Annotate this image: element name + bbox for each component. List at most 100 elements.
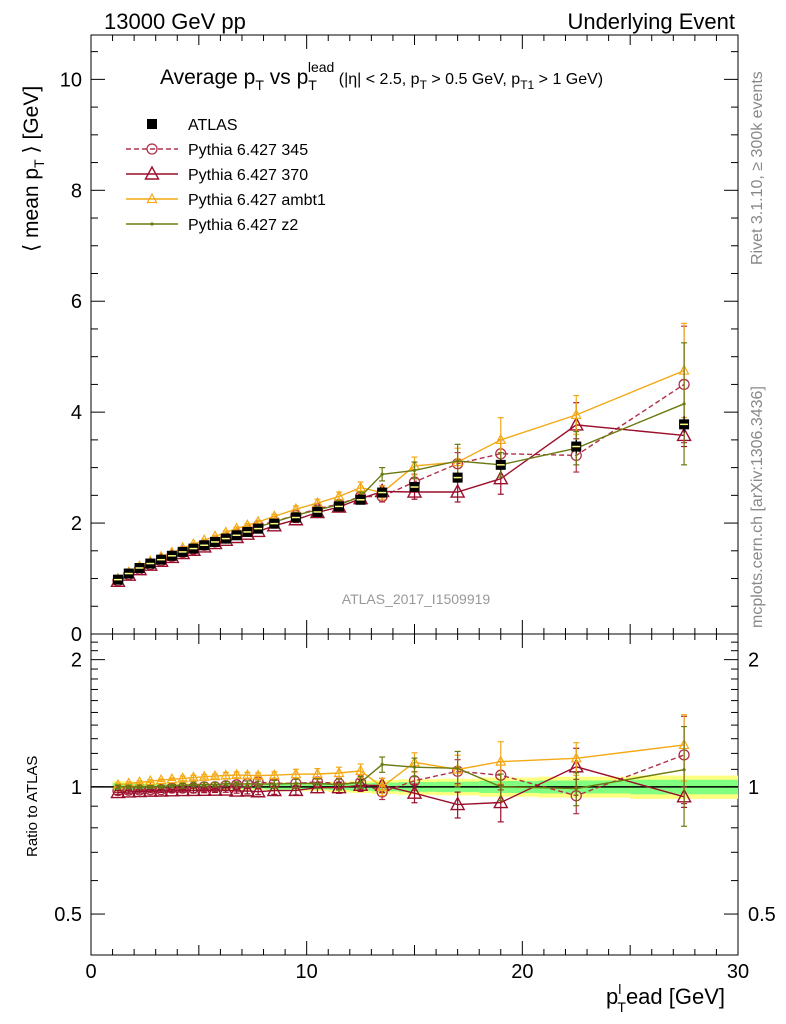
title-cuts-sub2: T1 xyxy=(520,78,534,92)
ratio-point-p370 xyxy=(449,796,466,811)
ratio-series xyxy=(110,714,692,827)
ratio-point-p370 xyxy=(352,776,369,792)
ratio-point-ambt1 xyxy=(166,772,178,784)
ratio-point-p370 xyxy=(174,782,191,797)
ratio-point-ambt1 xyxy=(198,770,210,781)
plot-title: Average pT vs pTlead (|η| < 2.5, pT > 0.… xyxy=(160,59,603,93)
point-z2 xyxy=(412,468,417,472)
ratio-point-z2 xyxy=(127,785,131,789)
y-tick-label: 10 xyxy=(60,69,82,91)
point-ambt1 xyxy=(570,408,582,420)
x-tick-label: 10 xyxy=(296,961,318,983)
xlabel-sup: l xyxy=(618,981,621,997)
ratio-series-p345 xyxy=(112,715,690,815)
ratio-point-z2 xyxy=(148,785,152,789)
main-panel: 0 2 4 6 8 10 xyxy=(60,34,739,646)
ratio-point-p370 xyxy=(239,782,256,797)
title-vs-sup: lead xyxy=(308,59,334,75)
xlabel-p: p xyxy=(606,984,618,1009)
ratio-point-ambt1 xyxy=(187,771,199,782)
ratio-point-ambt1 xyxy=(155,773,167,785)
series-line-p370 xyxy=(117,424,685,582)
legend-marker-p370 xyxy=(144,165,160,180)
ratio-point-ambt1 xyxy=(376,780,388,791)
point-p370 xyxy=(449,483,466,498)
ratio-point-z2 xyxy=(213,783,217,787)
ratio-point-z2 xyxy=(191,782,196,787)
ratio-point-p370 xyxy=(142,782,158,797)
ratio-point-ambt1 xyxy=(268,768,280,780)
ratio-point-z2 xyxy=(294,781,298,785)
legend-marker-atlas xyxy=(147,119,157,129)
title-main: Average p xyxy=(160,66,255,89)
ylabel-main-text: ⟨ mean p xyxy=(20,168,43,252)
legend-item-atlas: ATLAS xyxy=(147,117,238,134)
legend-item-p345: Pythia 6.427 345 xyxy=(126,142,308,159)
legend: ATLAS Pythia 6.427 345 Pythia 6.427 370 Pyt… xyxy=(126,117,326,234)
ratio-point-ambt1 xyxy=(209,769,221,781)
ratio-y-tick-label: 1 xyxy=(71,777,82,799)
ratio-point-z2 xyxy=(234,782,239,786)
x-tick-label: 30 xyxy=(727,961,749,983)
ratio-point-z2 xyxy=(380,762,384,767)
legend-item-z2: Pythia 6.427 z2 xyxy=(126,217,298,234)
xlabel-sub: T xyxy=(617,999,626,1015)
xlabel: pl Tead [GeV] xyxy=(606,981,725,1015)
ratio-y-tick-label-right: 2 xyxy=(748,650,759,672)
ratio-point-p370 xyxy=(288,781,304,797)
ratio-point-z2 xyxy=(159,785,163,789)
ylabel-main: ⟨ mean pT ⟩ [GeV] xyxy=(20,86,47,252)
legend-marker-z2 xyxy=(150,222,154,226)
xlabel-end: ead [GeV] xyxy=(626,984,725,1009)
ratio-point-z2 xyxy=(499,785,503,789)
mcplots-label: mcplots.cern.ch [arXiv:1306.3436] xyxy=(749,386,766,628)
y-tick-label: 2 xyxy=(71,513,82,535)
ratio-point-z2 xyxy=(181,784,185,788)
ratio-point-z2 xyxy=(170,783,174,788)
ratio-point-z2 xyxy=(256,782,260,786)
ratio-point-ambt1 xyxy=(290,767,302,779)
title-vs: vs p xyxy=(270,66,309,89)
ratio-point-ambt1 xyxy=(177,772,189,783)
ratio-panel: 0 10 20 30 0.5 0.5 1 1 2 2 xyxy=(54,633,776,983)
legend-item-ambt1: Pythia 6.427 ambt1 xyxy=(126,192,326,209)
point-z2 xyxy=(456,459,460,463)
ratio-point-p370 xyxy=(218,781,234,796)
ylabel-ratio: Ratio to ATLAS xyxy=(24,756,41,857)
ratio-point-z2 xyxy=(315,781,320,786)
ratio-point-p370 xyxy=(121,783,137,798)
ratio-point-ambt1 xyxy=(241,768,253,780)
title-cuts: (|η| < 2.5, p xyxy=(339,71,420,88)
ratio-point-ambt1 xyxy=(570,751,582,763)
ratio-y-tick-label-right: 1 xyxy=(748,777,759,799)
ylabel-main-sub: T xyxy=(31,159,47,168)
header-left: 13000 GeV pp xyxy=(104,9,246,34)
analysis-watermark: ATLAS_2017_I1509919 xyxy=(342,591,491,607)
ratio-point-p370 xyxy=(110,784,126,799)
y-tick-label: 8 xyxy=(71,180,82,202)
point-ambt1 xyxy=(333,490,345,501)
title-cuts-mid: > 0.5 GeV, p xyxy=(431,71,520,88)
point-z2 xyxy=(380,472,384,476)
ratio-y-tick-label-right: 0.5 xyxy=(748,904,776,926)
ratio-point-ambt1 xyxy=(311,767,323,779)
ratio-point-p370 xyxy=(196,781,212,797)
ratio-point-z2 xyxy=(337,782,341,787)
ratio-point-z2 xyxy=(574,786,578,791)
series-atlas xyxy=(112,416,690,585)
ratio-point-ambt1 xyxy=(220,769,232,780)
ratio-point-p370 xyxy=(228,782,245,797)
ratio-point-p370 xyxy=(164,782,180,797)
ratio-y-tick-label: 0.5 xyxy=(54,904,82,926)
ratio-point-p370 xyxy=(331,779,347,794)
ratio-point-ambt1 xyxy=(252,769,264,780)
point-ambt1 xyxy=(495,433,507,444)
ratio-point-ambt1 xyxy=(333,766,345,778)
point-p370 xyxy=(493,470,509,485)
ratio-point-z2 xyxy=(456,766,460,770)
y-tick-label: 0 xyxy=(71,624,82,646)
legend-label-p345: Pythia 6.427 345 xyxy=(188,142,308,159)
legend-label-atlas: ATLAS xyxy=(188,117,238,134)
title-cuts-sub1: T xyxy=(420,78,428,92)
